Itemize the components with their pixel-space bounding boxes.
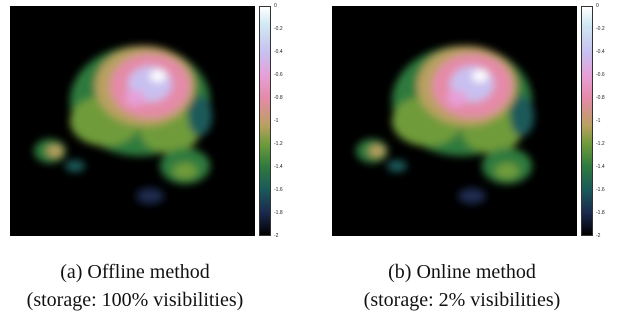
colorbar-tick: -1	[274, 118, 279, 124]
panel-offline: 0 -0.2 -0.4 -0.6 -0.8 -1 -1.2 -1.4 -1.6 …	[0, 0, 300, 322]
colorbar-tick: -0.8	[274, 95, 283, 101]
colorbar-tick: -1.4	[596, 164, 605, 170]
colorbar-tick: -1.4	[274, 164, 283, 170]
colorbar-tick: -1.6	[596, 187, 605, 193]
colorbar-tick: -0.6	[274, 72, 283, 78]
colorbar	[259, 6, 271, 236]
caption-subtitle: (storage: 100% visibilities)	[26, 289, 244, 311]
colorbar-tick: -1.6	[274, 187, 283, 193]
colorbar-tick: -2	[596, 233, 601, 239]
reconstructed-image-offline	[10, 6, 255, 236]
caption-title: (a) Offline method	[60, 261, 210, 283]
panel-online: 0 -0.2 -0.4 -0.6 -0.8 -1 -1.2 -1.4 -1.6 …	[317, 0, 617, 322]
colorbar-tick: -0.2	[596, 26, 605, 32]
colorbar-tick: -0.4	[596, 49, 605, 55]
colorbar-tick: -1	[596, 118, 601, 124]
colorbar-tick: -1.8	[274, 210, 283, 216]
caption-title: (b) Online method	[388, 261, 536, 283]
colorbar-tick: 0	[274, 3, 277, 9]
colorbar-ticks: 0 -0.2 -0.4 -0.6 -0.8 -1 -1.2 -1.4 -1.6 …	[594, 3, 617, 239]
colorbar-tick: -0.4	[274, 49, 283, 55]
caption-subtitle: (storage: 2% visibilities)	[363, 289, 561, 311]
reconstructed-image-online	[332, 6, 577, 236]
colorbar-tick: -0.8	[596, 95, 605, 101]
colorbar-tick: -1.2	[274, 141, 283, 147]
colorbar-ticks: 0 -0.2 -0.4 -0.6 -0.8 -1 -1.2 -1.4 -1.6 …	[272, 3, 302, 239]
colorbar-tick: -1.2	[596, 141, 605, 147]
colorbar-tick: -1.8	[596, 210, 605, 216]
colorbar	[581, 6, 593, 236]
colorbar-tick: -2	[274, 233, 279, 239]
colorbar-tick: 0	[596, 3, 599, 9]
caption-offline: (a) Offline method (storage: 100% visibi…	[0, 258, 280, 314]
colorbar-tick: -0.6	[596, 72, 605, 78]
caption-online: (b) Online method (storage: 2% visibilit…	[312, 258, 612, 314]
colorbar-tick: -0.2	[274, 26, 283, 32]
